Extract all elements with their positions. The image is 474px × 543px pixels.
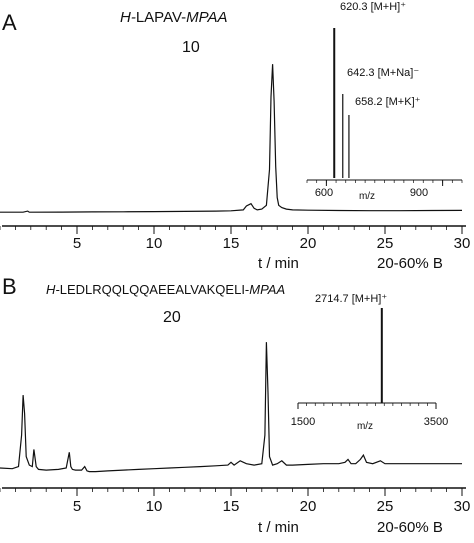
x-tick-label: 15 (223, 498, 240, 515)
inset-tick-label-600: 600 (315, 187, 333, 199)
panel-label-b: B (2, 274, 17, 299)
compound-prefix-a: H- (120, 9, 136, 26)
x-tick-label: 30 (454, 235, 471, 252)
x-axis-label-a: t / min (258, 255, 299, 272)
compound-prefix-b: H- (46, 282, 60, 297)
compound-title-a: H-LAPAV-MPAA (120, 9, 228, 26)
panel-label-a: A (2, 10, 17, 35)
x-tick-label: 25 (377, 498, 394, 515)
compound-sequence-b: LEDLRQQLQQAEEALVAKQELI- (60, 282, 250, 297)
inset-tick-label-900: 900 (410, 187, 428, 199)
peak-label-620: 620.3 [M+H]⁺ (340, 1, 406, 13)
x-tick-label: 25 (377, 235, 394, 252)
compound-suffix-b: MPAA (249, 282, 285, 297)
ms-peaks-a (333, 28, 350, 178)
gradient-label-a: 20-60% B (377, 255, 443, 272)
gradient-label-b: 20-60% B (377, 519, 443, 536)
compound-title-b: H-LEDLRQQLQQAEEALVAKQELI-MPAA (46, 282, 285, 297)
inset-ticks-b (297, 403, 437, 409)
chromatogram-trace-a (0, 64, 463, 213)
x-tick-label: 15 (223, 235, 240, 252)
compound-number-a: 10 (182, 39, 200, 56)
inset-xlabel-a: m/z (359, 191, 375, 202)
x-tick-label: 5 (73, 235, 81, 252)
inset-ticks-a (306, 180, 463, 186)
x-tick-label: 30 (454, 498, 471, 515)
x-tick-labels-a: 5 10 15 20 25 30 (73, 235, 471, 252)
compound-sequence-a: LAPAV- (136, 9, 186, 26)
chromatogram-trace-b (0, 342, 462, 473)
panel-b: B H-LEDLRQQLQQAEEALVAKQELI-MPAA 20 5 10 15… (0, 274, 470, 536)
compound-number-b: 20 (163, 309, 181, 326)
peak-label-2714: 2714.7 [M+H]⁺ (315, 293, 387, 305)
x-ticks-b (0, 488, 463, 496)
x-tick-label: 20 (300, 498, 317, 515)
x-ticks-a (0, 226, 463, 234)
x-tick-labels-b: 5 10 15 20 25 30 (73, 498, 471, 515)
inset-tick-label-1500: 1500 (291, 416, 315, 428)
x-axis-label-b: t / min (258, 519, 299, 536)
peak-label-658: 658.2 [M+K]⁺ (355, 96, 421, 108)
x-tick-label: 20 (300, 235, 317, 252)
mass-spectrum-inset-b: 1500 3500 m/z 2714.7 [M+H]⁺ (291, 293, 448, 432)
x-tick-label: 5 (73, 498, 81, 515)
peak-label-642: 642.3 [M+Na]⁻ (347, 67, 419, 79)
x-tick-label: 10 (146, 235, 163, 252)
inset-xlabel-b: m/z (357, 421, 373, 432)
x-tick-label: 10 (146, 498, 163, 515)
panel-a: A H-LAPAV-MPAA 10 5 10 15 20 25 30 t / min 20… (0, 1, 470, 272)
mass-spectrum-inset-a: 600 900 m/z 620.3 [M+H]⁺ 642.3 [M+Na]⁻ 6… (306, 1, 463, 202)
compound-suffix-a: MPAA (186, 9, 227, 26)
inset-tick-label-3500: 3500 (424, 416, 448, 428)
